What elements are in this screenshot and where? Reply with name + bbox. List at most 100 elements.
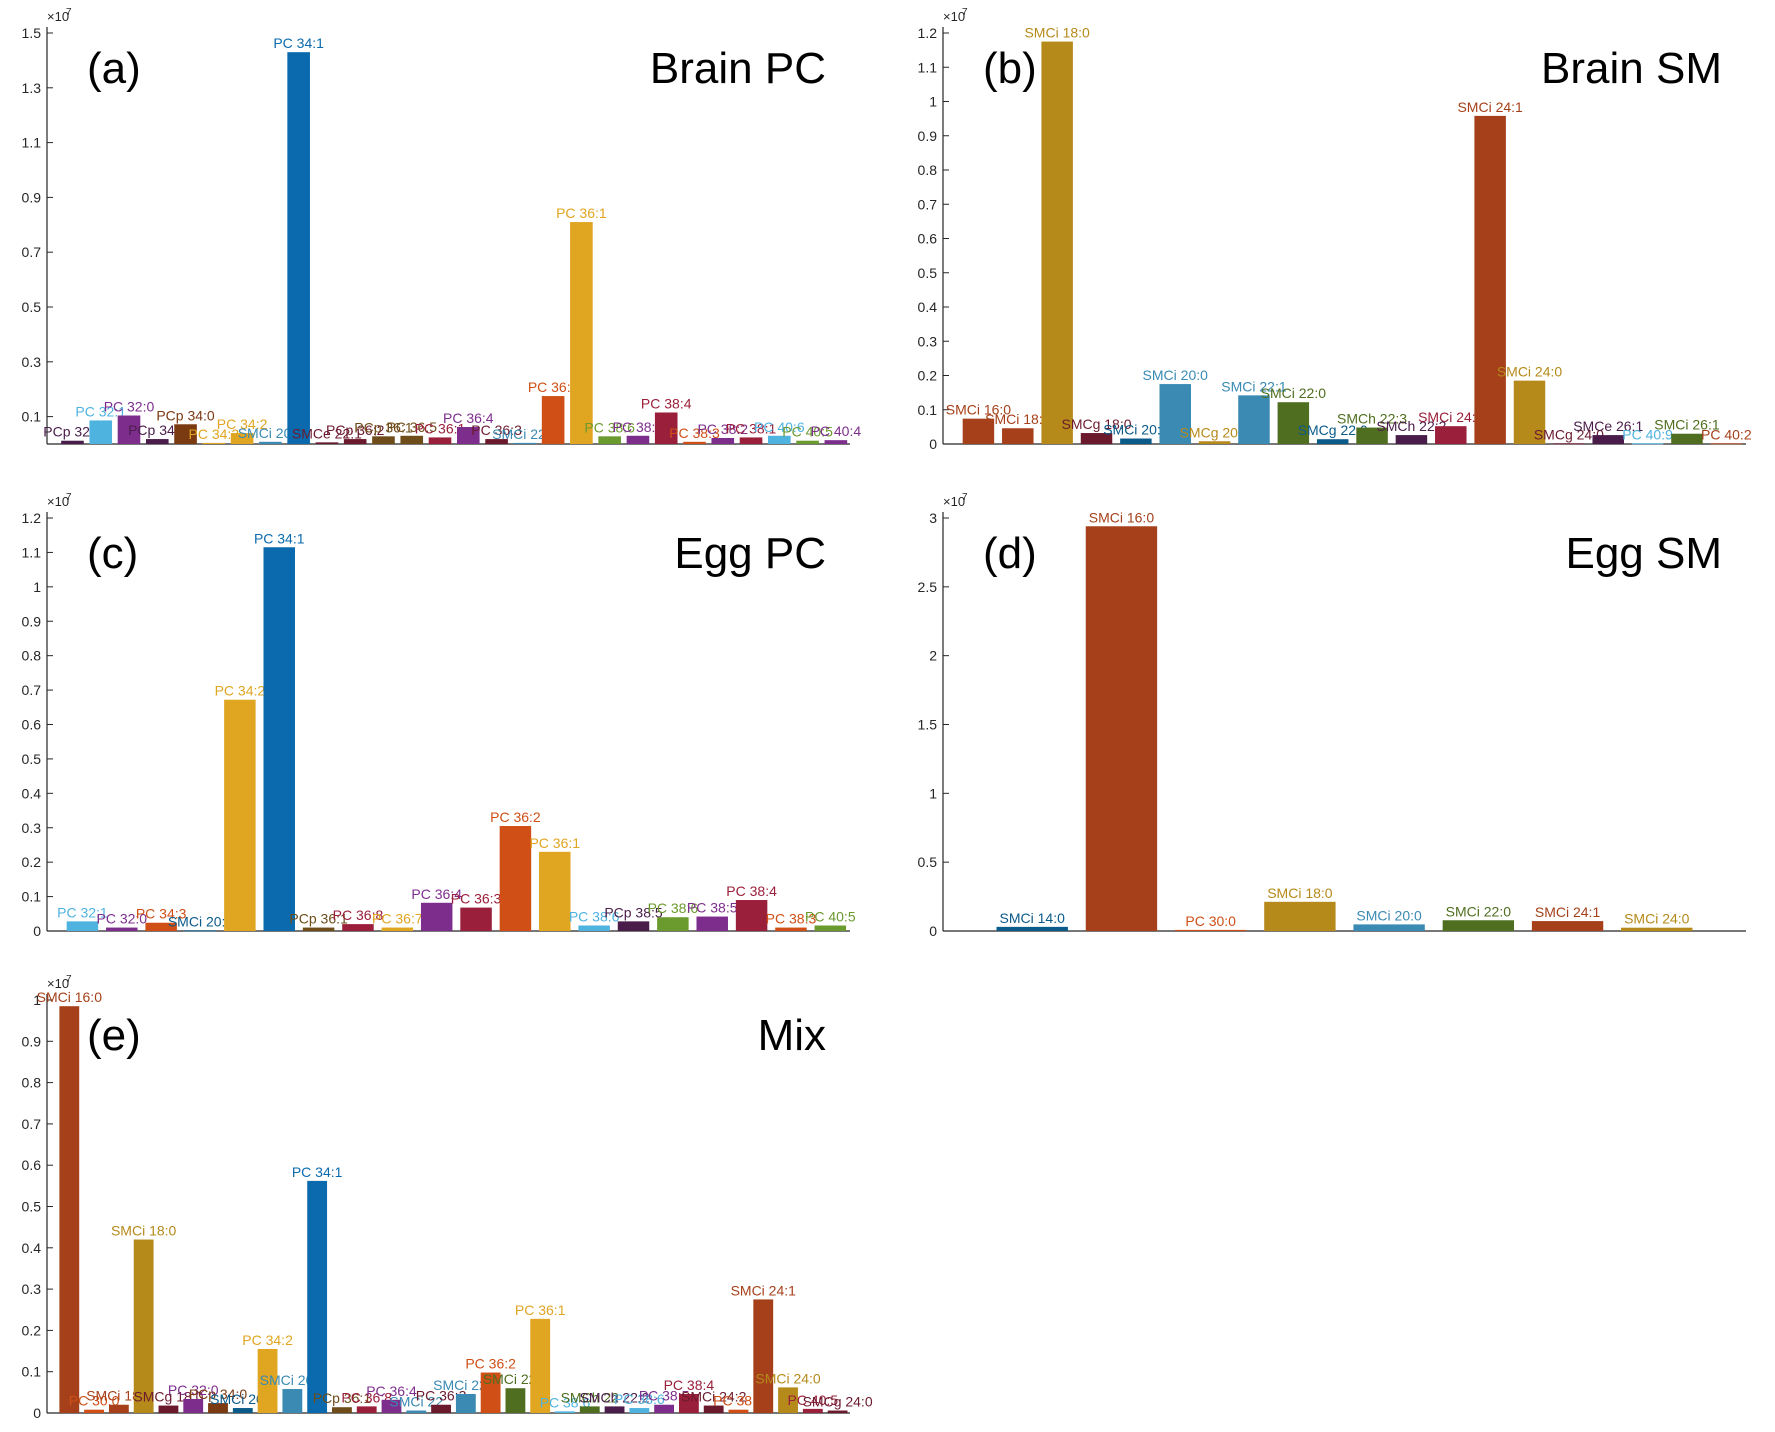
bar-label: SMCg 24:0 <box>803 1394 873 1410</box>
axis-exponent: ×10 <box>943 494 965 509</box>
bar-label: SMCi 20:0 <box>1356 907 1422 923</box>
bar-label: PCp 36:1 <box>289 911 348 927</box>
bar <box>184 930 217 932</box>
bar <box>158 1405 179 1413</box>
bar-label: PC 38:6 <box>614 1391 665 1407</box>
bar-label: PC 36:2 <box>490 809 541 825</box>
y-tick-label: 0.6 <box>22 717 42 733</box>
bar <box>208 1403 228 1413</box>
bar-label: PC 38:3 <box>766 911 817 927</box>
bar <box>711 437 735 444</box>
panel-title: Brain SM <box>1541 44 1722 93</box>
bar-label: PCp 36:1 <box>313 1390 372 1406</box>
bar-label: PC 36:8 <box>341 1389 392 1405</box>
bar <box>505 1388 526 1413</box>
bar-label: PC 32:0 <box>168 1382 219 1398</box>
bar <box>1277 402 1310 444</box>
bar-label: PC 34:3 <box>189 426 240 442</box>
bar-label: SMCg 20:0 <box>1180 424 1250 440</box>
y-tick-label: 0.5 <box>22 299 42 315</box>
y-tick-label: 0.8 <box>22 648 42 664</box>
bar <box>657 917 689 931</box>
panel-label: (e) <box>87 1011 141 1060</box>
y-tick-label: 0.6 <box>22 1157 42 1173</box>
bar <box>1395 435 1428 444</box>
bar-label: PC 40:2 <box>1701 426 1752 442</box>
bar-label: SMCi 18:0 <box>1024 25 1090 41</box>
bar <box>827 1410 848 1413</box>
bar-label: SMCi 24:2 <box>1418 409 1484 425</box>
bar-label: SMCi 22:1 <box>1221 378 1287 394</box>
bar-label: SMCi 16:0 <box>37 989 103 1005</box>
bar <box>332 1407 352 1413</box>
bar <box>145 922 177 931</box>
bar <box>753 1299 774 1413</box>
panel-title: Egg SM <box>1565 529 1722 578</box>
y-tick-label: 0.9 <box>918 128 938 144</box>
y-tick-label: 0.4 <box>22 785 42 801</box>
bar <box>1002 428 1034 444</box>
y-tick-label: 1 <box>33 992 41 1008</box>
bar-label: PC 40:6 <box>754 419 805 435</box>
y-tick-label: 0 <box>33 923 41 939</box>
bar <box>343 439 367 444</box>
y-tick-label: 0.8 <box>22 1075 42 1091</box>
bar-label: SMCi 18:0 <box>111 1223 177 1239</box>
bar-label: PC 34:1 <box>254 530 305 546</box>
bar <box>541 396 565 444</box>
y-tick-label: 3 <box>929 510 937 526</box>
bar-label: PC 32:0 <box>104 399 155 415</box>
chart-panel-4: 0 0.5 1 1.5 2 2.5 3 ×107 SMCi 14:0 SMCi 16:0 PC 30… <box>918 492 1746 939</box>
bar <box>578 925 610 931</box>
bar-label: SMCi 22:1 <box>492 426 558 442</box>
bar <box>224 699 256 931</box>
y-tick-label: 1.2 <box>22 510 42 526</box>
bar-label: SMCi 16:0 <box>946 402 1012 418</box>
axis-exponent-power: 7 <box>66 7 72 18</box>
bar <box>287 52 310 445</box>
bar-label: PC 36:1 <box>529 835 580 851</box>
bar-label: PC 36:8 <box>333 907 384 923</box>
y-tick-label: 1 <box>929 94 937 110</box>
bar-label: SMCh 22:3 <box>1337 411 1407 427</box>
bar <box>683 441 706 444</box>
bar <box>372 436 395 444</box>
bar-label: PC 34:2 <box>215 683 266 699</box>
axis-exponent-power: 7 <box>66 492 72 503</box>
y-tick-label: 0.1 <box>22 1364 42 1380</box>
bar <box>1513 380 1546 444</box>
y-tick-label: 0.1 <box>22 889 42 905</box>
bar <box>263 547 295 931</box>
bar-label: SMCi 16:0 <box>1089 509 1155 525</box>
chart-panel-2: 0 0.1 0.2 0.3 0.4 0.5 0.6 0.7 0.8 0.9 1 1.1 1.2 ×107 S… <box>918 7 1752 452</box>
bar-label: PC 38:3 <box>713 1393 764 1409</box>
axis-exponent-power: 7 <box>66 974 72 985</box>
bar-label: SMCi 24:1 <box>731 1282 797 1298</box>
y-tick-label: 0.2 <box>22 1322 42 1338</box>
bar-label: PCp 38:5 <box>604 904 663 920</box>
y-tick-label: 1 <box>33 579 41 595</box>
bar-label: PCp 36:2 <box>326 422 385 438</box>
bar <box>381 927 414 931</box>
bar <box>802 1408 823 1413</box>
bar <box>626 435 650 444</box>
bar <box>1174 929 1247 931</box>
bar <box>406 1410 427 1413</box>
bar-label: PC 34:2 <box>242 1332 293 1348</box>
bar <box>315 442 339 444</box>
bar <box>1531 921 1604 931</box>
panel-label: (c) <box>87 529 138 578</box>
y-tick-label: 0.7 <box>22 682 42 698</box>
bar <box>307 1180 328 1413</box>
bar <box>796 440 819 444</box>
y-tick-label: 1 <box>929 785 937 801</box>
bar <box>1198 441 1231 444</box>
y-tick-label: 0.5 <box>22 1199 42 1215</box>
bar <box>814 925 847 931</box>
bar <box>1671 433 1703 444</box>
bar <box>84 1409 105 1413</box>
bar <box>257 1348 278 1413</box>
bar <box>1353 924 1425 931</box>
bar <box>232 1408 253 1413</box>
bar <box>629 1408 650 1413</box>
